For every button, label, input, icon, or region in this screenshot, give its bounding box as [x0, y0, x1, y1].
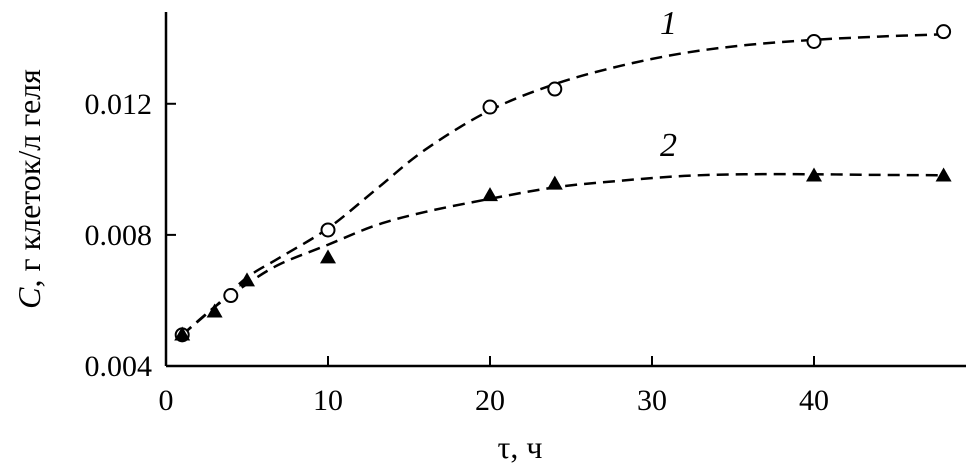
- y-axis-title: C, г клеток/л геля: [11, 69, 47, 309]
- y-tick-label: 0.004: [85, 350, 153, 383]
- y-axis-unit: , г клеток/л геля: [11, 69, 47, 288]
- x-axis-symbol: τ: [498, 429, 511, 465]
- series-2-point: [174, 326, 191, 341]
- series-2-point: [935, 167, 952, 182]
- series-2-point: [206, 303, 223, 318]
- series-2-point: [239, 272, 255, 287]
- series-1-point: [223, 288, 239, 304]
- x-tick-label: 40: [799, 384, 829, 417]
- series-1-point: [547, 81, 563, 97]
- series-1-point: [320, 222, 336, 238]
- series-label-1: 1: [660, 5, 677, 42]
- data-markers: [174, 24, 952, 343]
- series-2-point: [320, 249, 336, 264]
- series-label-2: 2: [660, 127, 677, 164]
- x-tick-label: 30: [637, 384, 667, 417]
- fit-curve-2: [181, 172, 944, 336]
- series-1-point: [482, 99, 498, 115]
- x-axis-unit: , ч: [510, 429, 542, 465]
- series-2-point: [546, 175, 563, 190]
- series-1-point: [936, 24, 952, 40]
- x-axis-title: τ, ч: [498, 429, 543, 465]
- y-tick-label: 0.012: [85, 88, 153, 121]
- x-tick-label: 0: [159, 384, 174, 417]
- series-2-point: [806, 167, 822, 182]
- ticks: 0 10 20 30 40 0.004 0.008 0.012: [85, 88, 830, 417]
- fit-curves: [181, 33, 944, 336]
- x-tick-label: 10: [313, 384, 343, 417]
- axes: [164, 12, 966, 368]
- y-axis-symbol: C: [11, 287, 47, 309]
- labels: 1 2 τ, ч C, г клеток/л геля: [11, 5, 677, 465]
- y-tick-label: 0.008: [85, 219, 153, 252]
- series-1-point: [806, 34, 822, 49]
- series-2-point: [482, 187, 498, 202]
- fit-curve-1: [181, 33, 944, 336]
- x-tick-label: 20: [475, 384, 505, 417]
